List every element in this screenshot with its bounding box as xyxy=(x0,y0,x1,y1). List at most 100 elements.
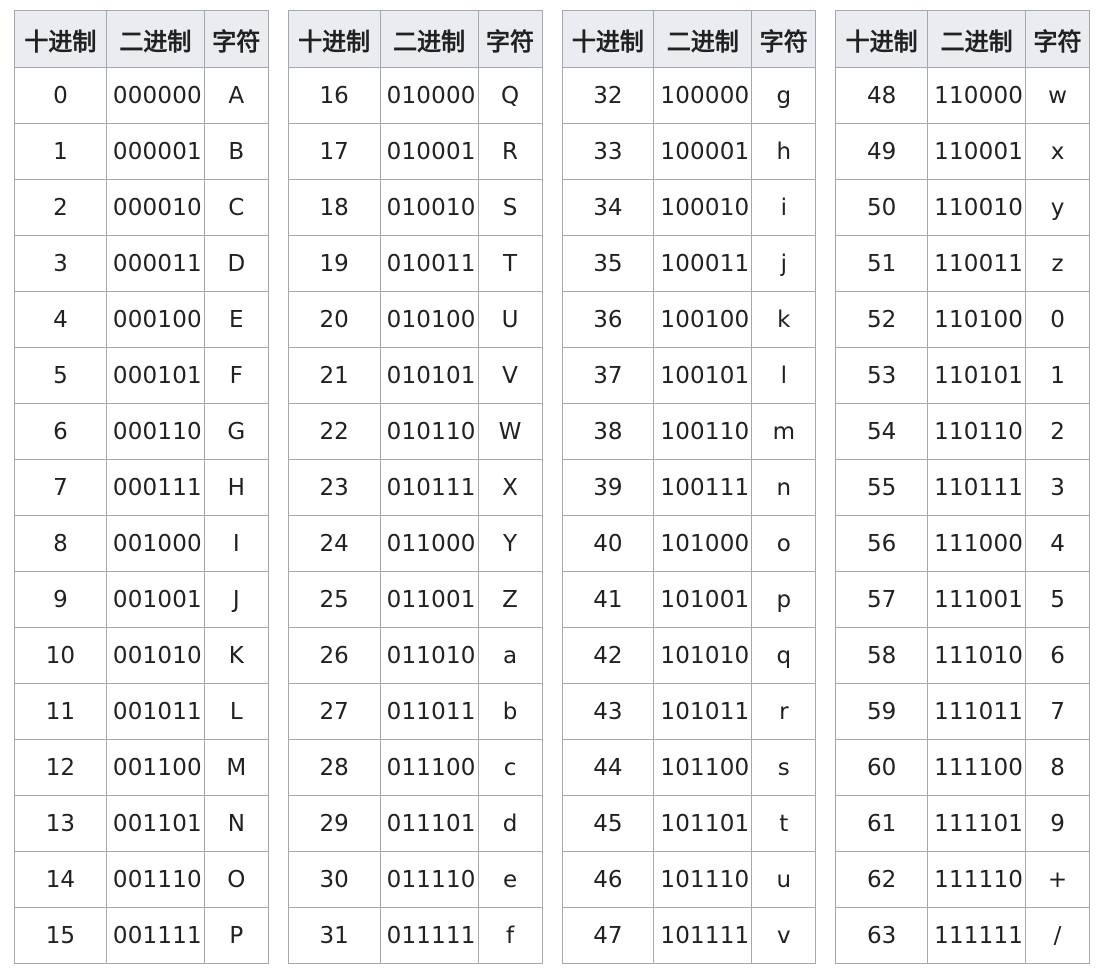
binary-cell: 110001 xyxy=(927,123,1027,180)
binary-cell: 000001 xyxy=(105,123,205,180)
table-row: 23 010111 X xyxy=(287,459,543,516)
char-cell: l xyxy=(751,347,817,404)
char-header: 字符 xyxy=(1025,10,1090,68)
char-cell: f xyxy=(477,907,543,964)
table-row: 0 000000 A xyxy=(14,67,269,124)
binary-cell: 100100 xyxy=(653,291,753,348)
binary-cell: 011100 xyxy=(379,739,479,796)
decimal-cell: 30 xyxy=(287,851,381,908)
table-row: 13 001101 N xyxy=(14,795,269,852)
decimal-cell: 37 xyxy=(561,347,655,404)
char-cell: / xyxy=(1025,907,1090,964)
char-header: 字符 xyxy=(477,10,543,68)
decimal-cell: 40 xyxy=(561,515,655,572)
decimal-cell: 35 xyxy=(561,235,655,292)
table-header: 十进制 二进制 字符 xyxy=(14,10,269,68)
decimal-cell: 39 xyxy=(561,459,655,516)
char-cell: Q xyxy=(477,67,543,124)
decimal-header: 十进制 xyxy=(561,10,655,68)
table-row: 43 101011 r xyxy=(561,683,817,740)
decimal-cell: 44 xyxy=(561,739,655,796)
decimal-cell: 53 xyxy=(835,347,929,404)
binary-cell: 010010 xyxy=(379,179,479,236)
decimal-cell: 24 xyxy=(287,515,381,572)
table-row: 15 001111 P xyxy=(14,907,269,964)
table-row: 19 010011 T xyxy=(287,235,543,292)
decimal-cell: 36 xyxy=(561,291,655,348)
decimal-cell: 38 xyxy=(561,403,655,460)
char-cell: M xyxy=(203,739,269,796)
decimal-cell: 1 xyxy=(14,123,107,180)
char-cell: u xyxy=(751,851,817,908)
binary-cell: 001111 xyxy=(105,907,205,964)
binary-header: 二进制 xyxy=(653,10,753,68)
binary-cell: 001001 xyxy=(105,571,205,628)
binary-cell: 011000 xyxy=(379,515,479,572)
char-cell: X xyxy=(477,459,543,516)
char-cell: 4 xyxy=(1025,515,1090,572)
table-row: 24 011000 Y xyxy=(287,515,543,572)
binary-cell: 101010 xyxy=(653,627,753,684)
decimal-cell: 60 xyxy=(835,739,929,796)
table-row: 5 000101 F xyxy=(14,347,269,404)
binary-cell: 000011 xyxy=(105,235,205,292)
table-body: 0 000000 A 1 000001 B 2 000010 C 3 000011 D 4 000… xyxy=(14,67,269,964)
base64-table-3: 十进制 二进制 字符 32 100000 g 33 100001 h 34 100010 i… xyxy=(561,10,817,964)
decimal-cell: 0 xyxy=(14,67,107,124)
table-row: 49 110001 x xyxy=(835,123,1090,180)
char-cell: b xyxy=(477,683,543,740)
table-row: 54 110110 2 xyxy=(835,403,1090,460)
table-row: 30 011110 e xyxy=(287,851,543,908)
char-cell: a xyxy=(477,627,543,684)
table-row: 3 000011 D xyxy=(14,235,269,292)
decimal-cell: 25 xyxy=(287,571,381,628)
binary-cell: 111111 xyxy=(927,907,1027,964)
char-cell: N xyxy=(203,795,269,852)
table-row: 4 000100 E xyxy=(14,291,269,348)
table-row: 16 010000 Q xyxy=(287,67,543,124)
table-row: 35 100011 j xyxy=(561,235,817,292)
table-row: 51 110011 z xyxy=(835,235,1090,292)
table-row: 60 111100 8 xyxy=(835,739,1090,796)
decimal-cell: 20 xyxy=(287,291,381,348)
char-cell: z xyxy=(1025,235,1090,292)
char-cell: T xyxy=(477,235,543,292)
binary-header: 二进制 xyxy=(105,10,205,68)
binary-cell: 101011 xyxy=(653,683,753,740)
char-header: 字符 xyxy=(751,10,817,68)
char-cell: I xyxy=(203,515,269,572)
char-cell: v xyxy=(751,907,817,964)
binary-cell: 100000 xyxy=(653,67,753,124)
table-row: 62 111110 + xyxy=(835,851,1090,908)
table-row: 31 011111 f xyxy=(287,907,543,964)
decimal-cell: 23 xyxy=(287,459,381,516)
char-cell: q xyxy=(751,627,817,684)
table-row: 57 111001 5 xyxy=(835,571,1090,628)
binary-cell: 111101 xyxy=(927,795,1027,852)
table-row: 45 101101 t xyxy=(561,795,817,852)
binary-cell: 110010 xyxy=(927,179,1027,236)
decimal-cell: 55 xyxy=(835,459,929,516)
binary-cell: 000010 xyxy=(105,179,205,236)
table-row: 26 011010 a xyxy=(287,627,543,684)
binary-header: 二进制 xyxy=(379,10,479,68)
binary-cell: 110111 xyxy=(927,459,1027,516)
table-row: 2 000010 C xyxy=(14,179,269,236)
table-row: 14 001110 O xyxy=(14,851,269,908)
binary-cell: 010101 xyxy=(379,347,479,404)
char-cell: h xyxy=(751,123,817,180)
char-cell: 6 xyxy=(1025,627,1090,684)
header-row: 十进制 二进制 字符 xyxy=(14,10,269,68)
binary-cell: 101100 xyxy=(653,739,753,796)
decimal-cell: 42 xyxy=(561,627,655,684)
binary-cell: 100011 xyxy=(653,235,753,292)
binary-cell: 100001 xyxy=(653,123,753,180)
char-cell: + xyxy=(1025,851,1090,908)
binary-cell: 000110 xyxy=(105,403,205,460)
decimal-header: 十进制 xyxy=(287,10,381,68)
char-cell: 9 xyxy=(1025,795,1090,852)
decimal-cell: 49 xyxy=(835,123,929,180)
decimal-cell: 27 xyxy=(287,683,381,740)
char-cell: W xyxy=(477,403,543,460)
